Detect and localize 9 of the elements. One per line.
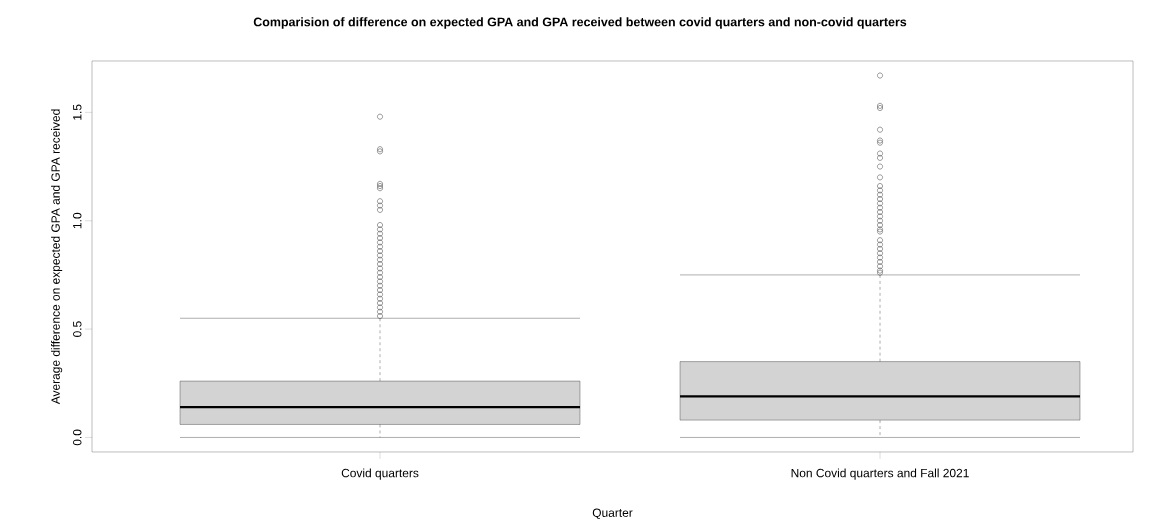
y-tick-label: 1.0 <box>73 212 82 229</box>
y-tick-label: 0.5 <box>73 321 82 337</box>
y-tick-label: 0.0 <box>73 429 82 446</box>
y-axis-title: Average difference on expected GPA and GPA received <box>51 109 63 405</box>
chart-title: Comparision of difference on expected GPA and GPA received between covid quarters and non-covid quarters <box>253 17 907 29</box>
y-tick-label: 1.5 <box>73 104 82 120</box>
x-axis-title: Quarter <box>592 508 633 520</box>
x-tick-label: Non Covid quarters and Fall 2021 <box>791 468 969 480</box>
x-tick-label: Covid quarters <box>341 468 419 480</box>
